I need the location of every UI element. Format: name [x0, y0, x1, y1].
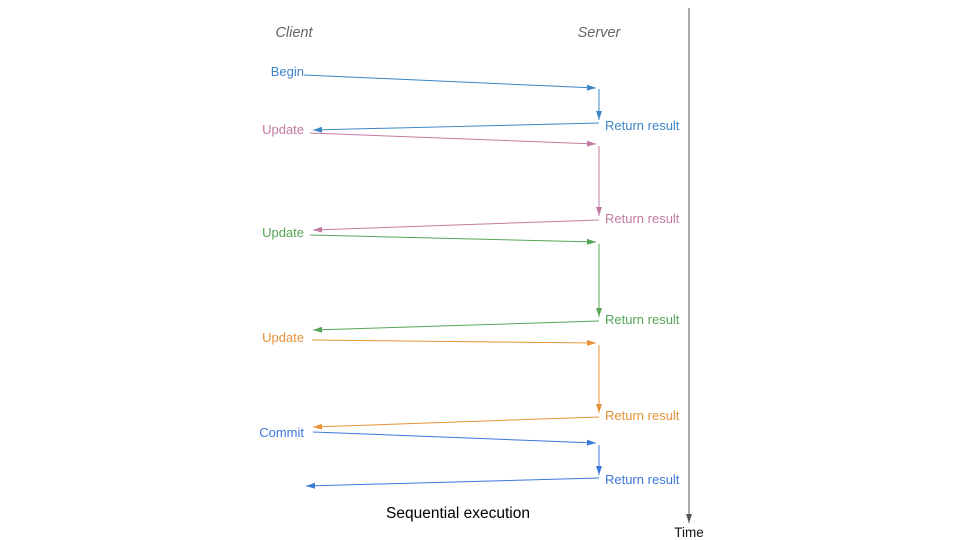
- time-axis-label: Time: [674, 525, 704, 540]
- arrowhead: [313, 226, 323, 233]
- response-label: Return result: [605, 118, 680, 133]
- server-processing-arrow: [596, 345, 602, 413]
- arrowhead: [586, 439, 596, 446]
- message-return-arrow: [312, 219, 600, 233]
- response-label: Return result: [605, 312, 680, 327]
- message-send-arrow: [312, 431, 597, 446]
- arrowhead: [306, 482, 316, 489]
- request-label: Commit: [259, 425, 304, 440]
- diagram-caption: Sequential execution: [386, 505, 530, 522]
- arrowhead: [686, 514, 692, 523]
- message-send-arrow: [309, 132, 597, 147]
- arrowhead: [586, 238, 596, 245]
- request-label: Update: [262, 225, 304, 240]
- message-send-arrow: [303, 74, 597, 91]
- client-lifeline-label: Client: [275, 25, 313, 41]
- message-send-arrow: [311, 339, 597, 346]
- response-label: Return result: [605, 211, 680, 226]
- response-label: Return result: [605, 408, 680, 423]
- server-processing-arrow: [596, 244, 602, 317]
- arrowhead: [313, 423, 323, 430]
- arrowhead: [596, 111, 602, 120]
- server-lifeline-label: Server: [577, 25, 621, 41]
- message-return-arrow: [305, 477, 600, 489]
- server-processing-arrow: [596, 89, 602, 120]
- arrowhead: [586, 339, 596, 346]
- request-label: Update: [262, 122, 304, 137]
- request-label: Begin: [270, 64, 304, 79]
- arrowhead: [313, 326, 323, 333]
- arrowhead: [586, 84, 596, 91]
- arrowhead: [313, 126, 323, 133]
- arrowhead: [596, 466, 602, 475]
- arrowhead: [596, 207, 602, 216]
- message-return-arrow: [312, 416, 600, 430]
- server-processing-arrow: [596, 445, 602, 475]
- arrowhead: [596, 308, 602, 317]
- request-label: Update: [262, 330, 304, 345]
- response-label: Return result: [605, 472, 680, 487]
- message-return-arrow: [312, 320, 600, 333]
- time-axis-arrow: [686, 8, 692, 523]
- server-processing-arrow: [596, 146, 602, 216]
- message-return-arrow: [312, 122, 600, 133]
- arrowhead: [596, 404, 602, 413]
- arrowhead: [586, 140, 596, 147]
- message-send-arrow: [309, 234, 597, 245]
